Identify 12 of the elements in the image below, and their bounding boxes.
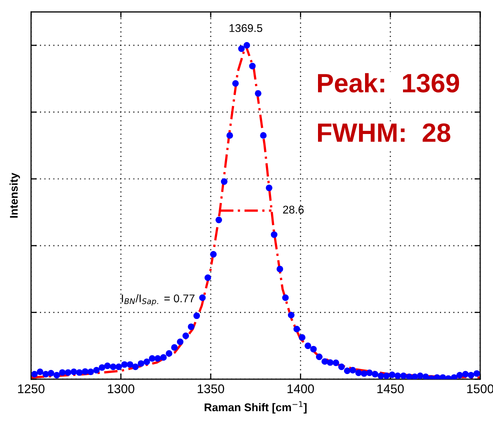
y-axis-title: Intensity <box>10 172 20 218</box>
x-tick-label: 1400 <box>288 384 314 394</box>
x-tick-label: 1300 <box>108 384 134 394</box>
annotation: Peak: 1369 <box>318 73 460 93</box>
x-tick-label: 1450 <box>377 384 404 394</box>
annotation: 1369.5 <box>230 24 262 32</box>
x-tick-label: 1350 <box>198 384 224 394</box>
x-tick-label: 1250 <box>18 384 44 394</box>
x-axis-title: Raman Shift [cm$^{−1}$] <box>204 401 307 414</box>
annotation: I$_{BN}$/I$_{Sap.}$ = 0.77 <box>122 294 194 306</box>
annotation: FWHM: 28 <box>318 123 450 142</box>
annotation: 28.6 <box>283 206 304 214</box>
